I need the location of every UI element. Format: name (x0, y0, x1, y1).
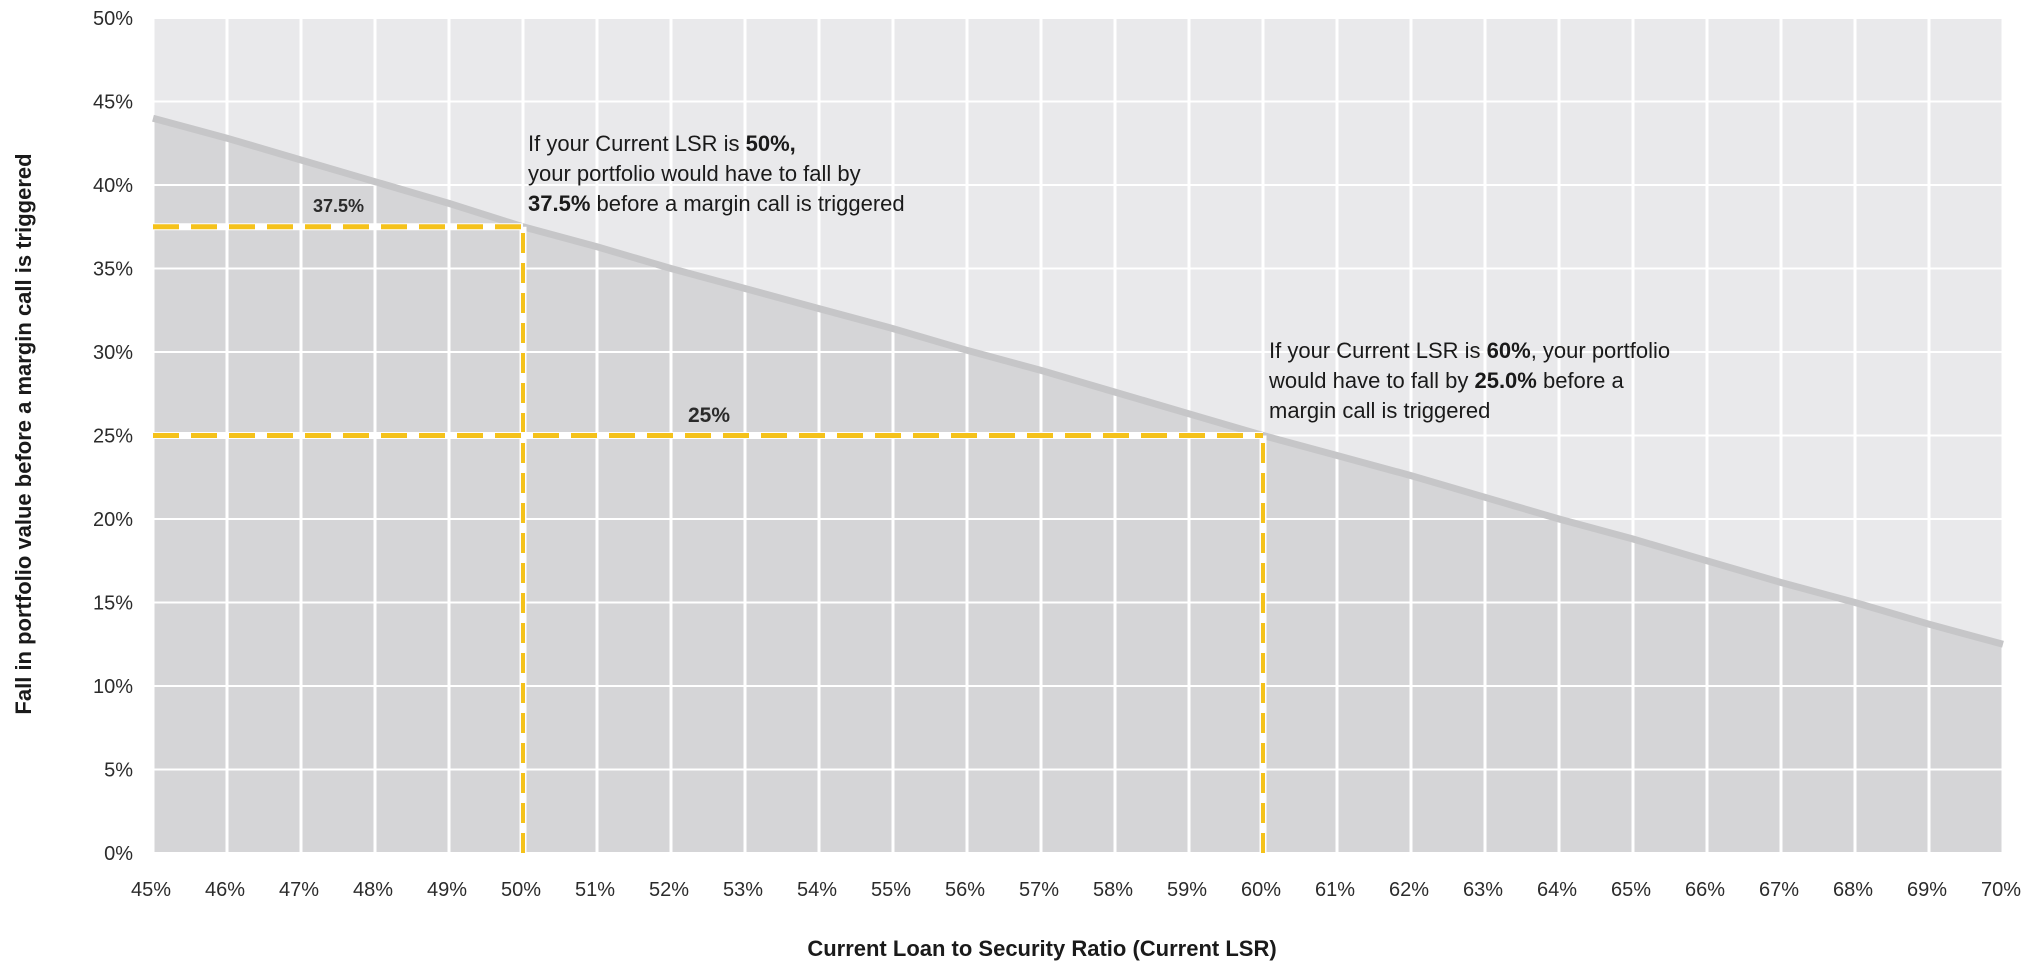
annotation-segment: 50%, (746, 131, 796, 156)
annotation-segment: 37.5% (528, 191, 590, 216)
x-tick-label: 67% (1759, 879, 1799, 901)
annotation-segment: before a margin call is triggered (590, 191, 904, 216)
y-tick-label: 20% (93, 509, 133, 531)
y-axis-title: Fall in portfolio value before a margin … (11, 153, 36, 714)
x-tick-label: 53% (723, 879, 763, 901)
y-tick-label: 50% (93, 8, 133, 30)
annotations: If your Current LSR is 50%, your portfoli… (528, 131, 1670, 423)
x-tick-label: 64% (1537, 879, 1577, 901)
annotation-segment: 60% (1487, 338, 1531, 363)
x-tick-label: 54% (797, 879, 837, 901)
x-tick-label: 49% (427, 879, 467, 901)
reference-lines (153, 223, 1267, 853)
annotation-text: If your Current LSR is 50%, your portfoli… (528, 131, 905, 216)
x-tick-label: 51% (575, 879, 615, 901)
x-tick-label: 59% (1167, 879, 1207, 901)
x-tick-label: 47% (279, 879, 319, 901)
y-tick-label: 10% (93, 676, 133, 698)
x-tick-label: 55% (871, 879, 911, 901)
x-tick-label: 62% (1389, 879, 1429, 901)
x-tick-label: 63% (1463, 879, 1503, 901)
x-tick-label: 61% (1315, 879, 1355, 901)
x-tick-label: 70% (1981, 879, 2021, 901)
x-tick-label: 50% (501, 879, 541, 901)
annotation-segment: your portfolio would have to fall by (528, 161, 861, 186)
x-tick-label: 60% (1241, 879, 1281, 901)
x-tick-label: 56% (945, 879, 985, 901)
y-tick-label: 40% (93, 175, 133, 197)
threshold-line (152, 114, 2004, 648)
y-tick-label: 0% (104, 843, 133, 865)
annotation-segment: before a (1537, 368, 1625, 393)
point-label: 25% (688, 404, 730, 427)
x-axis-title: Current Loan to Security Ratio (Current … (807, 936, 1276, 961)
annotation-segment: If your Current LSR is (528, 131, 746, 156)
x-tick-label: 48% (353, 879, 393, 901)
x-tick-label: 46% (205, 879, 245, 901)
y-tick-label: 15% (93, 593, 133, 615)
y-tick-label: 35% (93, 259, 133, 281)
y-tick-label: 30% (93, 342, 133, 364)
x-tick-label: 57% (1019, 879, 1059, 901)
y-axis-ticks: 0% 5% 10% 15% 20% 25% 30% 35% 40% 45% 50% (93, 8, 133, 865)
annotation-segment: , your portfolio (1531, 338, 1670, 363)
y-tick-label: 5% (104, 760, 133, 782)
annotation-segment: would have to fall by (1268, 368, 1474, 393)
x-tick-label: 52% (649, 879, 689, 901)
y-tick-label: 45% (93, 92, 133, 114)
annotation-text: If your Current LSR is 60%, your portfol… (1268, 338, 1670, 423)
x-tick-label: 45% (131, 879, 171, 901)
annotation-segment: 25.0% (1474, 368, 1536, 393)
point-label: 37.5% (313, 196, 364, 216)
y-tick-label: 25% (93, 426, 133, 448)
x-tick-label: 65% (1611, 879, 1651, 901)
x-tick-label: 69% (1907, 879, 1947, 901)
x-axis-ticks: 45% 46% 47% 48% 49% 50% 51% 52% 53% 54% 55% 56% 57% 5… (131, 879, 2021, 901)
point-labels: 37.5% 25% (313, 196, 730, 427)
annotation-segment: margin call is triggered (1269, 398, 1490, 423)
annotation-segment: If your Current LSR is (1269, 338, 1487, 363)
x-tick-label: 66% (1685, 879, 1725, 901)
x-tick-label: 68% (1833, 879, 1873, 901)
x-tick-label: 58% (1093, 879, 1133, 901)
safe-area-fill (153, 118, 2003, 853)
